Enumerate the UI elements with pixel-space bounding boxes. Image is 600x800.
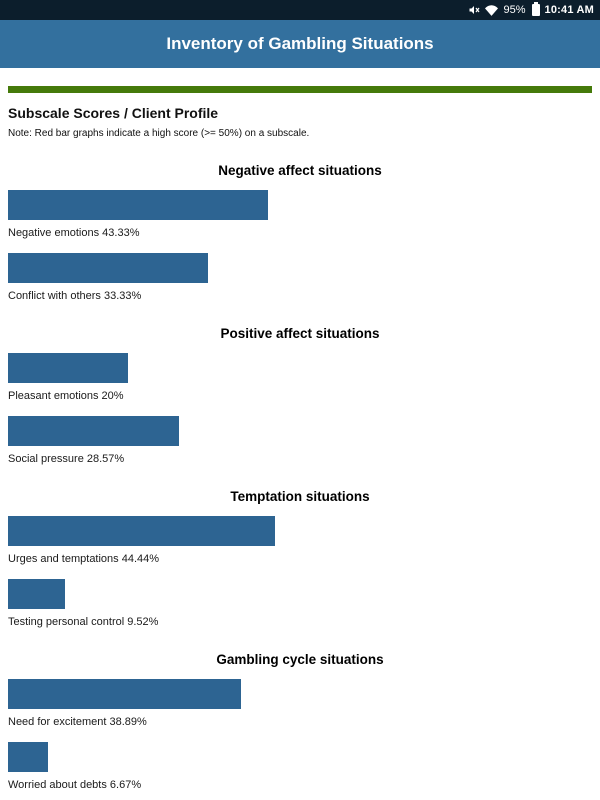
score-bar [8,679,241,709]
score-bar-label: Negative emotions 43.33% [8,227,140,239]
score-bar-label: Pleasant emotions 20% [8,390,124,402]
green-divider [8,86,592,93]
mute-icon [468,4,480,16]
app-bar: Inventory of Gambling Situations [0,20,600,68]
battery-icon [531,2,540,16]
status-time: 10:41 AM [544,4,594,16]
group-title: Temptation situations [230,489,370,504]
report-scroll-area[interactable]: Subscale Scores / Client Profile Note: R… [0,68,600,800]
profile-section-title: Subscale Scores / Client Profile [8,105,219,121]
score-bar-label: Urges and temptations 44.44% [8,553,160,565]
group-title: Negative affect situations [218,163,382,178]
battery-percent: 95% [503,4,526,16]
score-bar [8,516,275,546]
score-bar-label: Need for excitement 38.89% [8,716,147,728]
score-bar-label: Testing personal control 9.52% [8,616,159,628]
score-bar [8,742,48,772]
status-bar: 95% 10:41 AM [0,0,600,20]
chart-groups: Negative affect situations Negative emoti… [8,163,592,800]
wifi-icon [485,4,499,16]
score-bar-label: Social pressure 28.57% [8,453,125,465]
score-bar-label: Worried about debts 6.67% [8,779,142,791]
app-title: Inventory of Gambling Situations [166,34,434,53]
score-bar [8,579,65,609]
note-text: Note: Red bar graphs indicate a high sco… [8,128,310,139]
score-bar [8,190,268,220]
group-title: Gambling cycle situations [216,652,384,667]
group-title: Positive affect situations [220,326,380,341]
score-bar-label: Conflict with others 33.33% [8,290,142,302]
score-bar [8,353,128,383]
score-bar [8,416,179,446]
score-bar [8,253,208,283]
